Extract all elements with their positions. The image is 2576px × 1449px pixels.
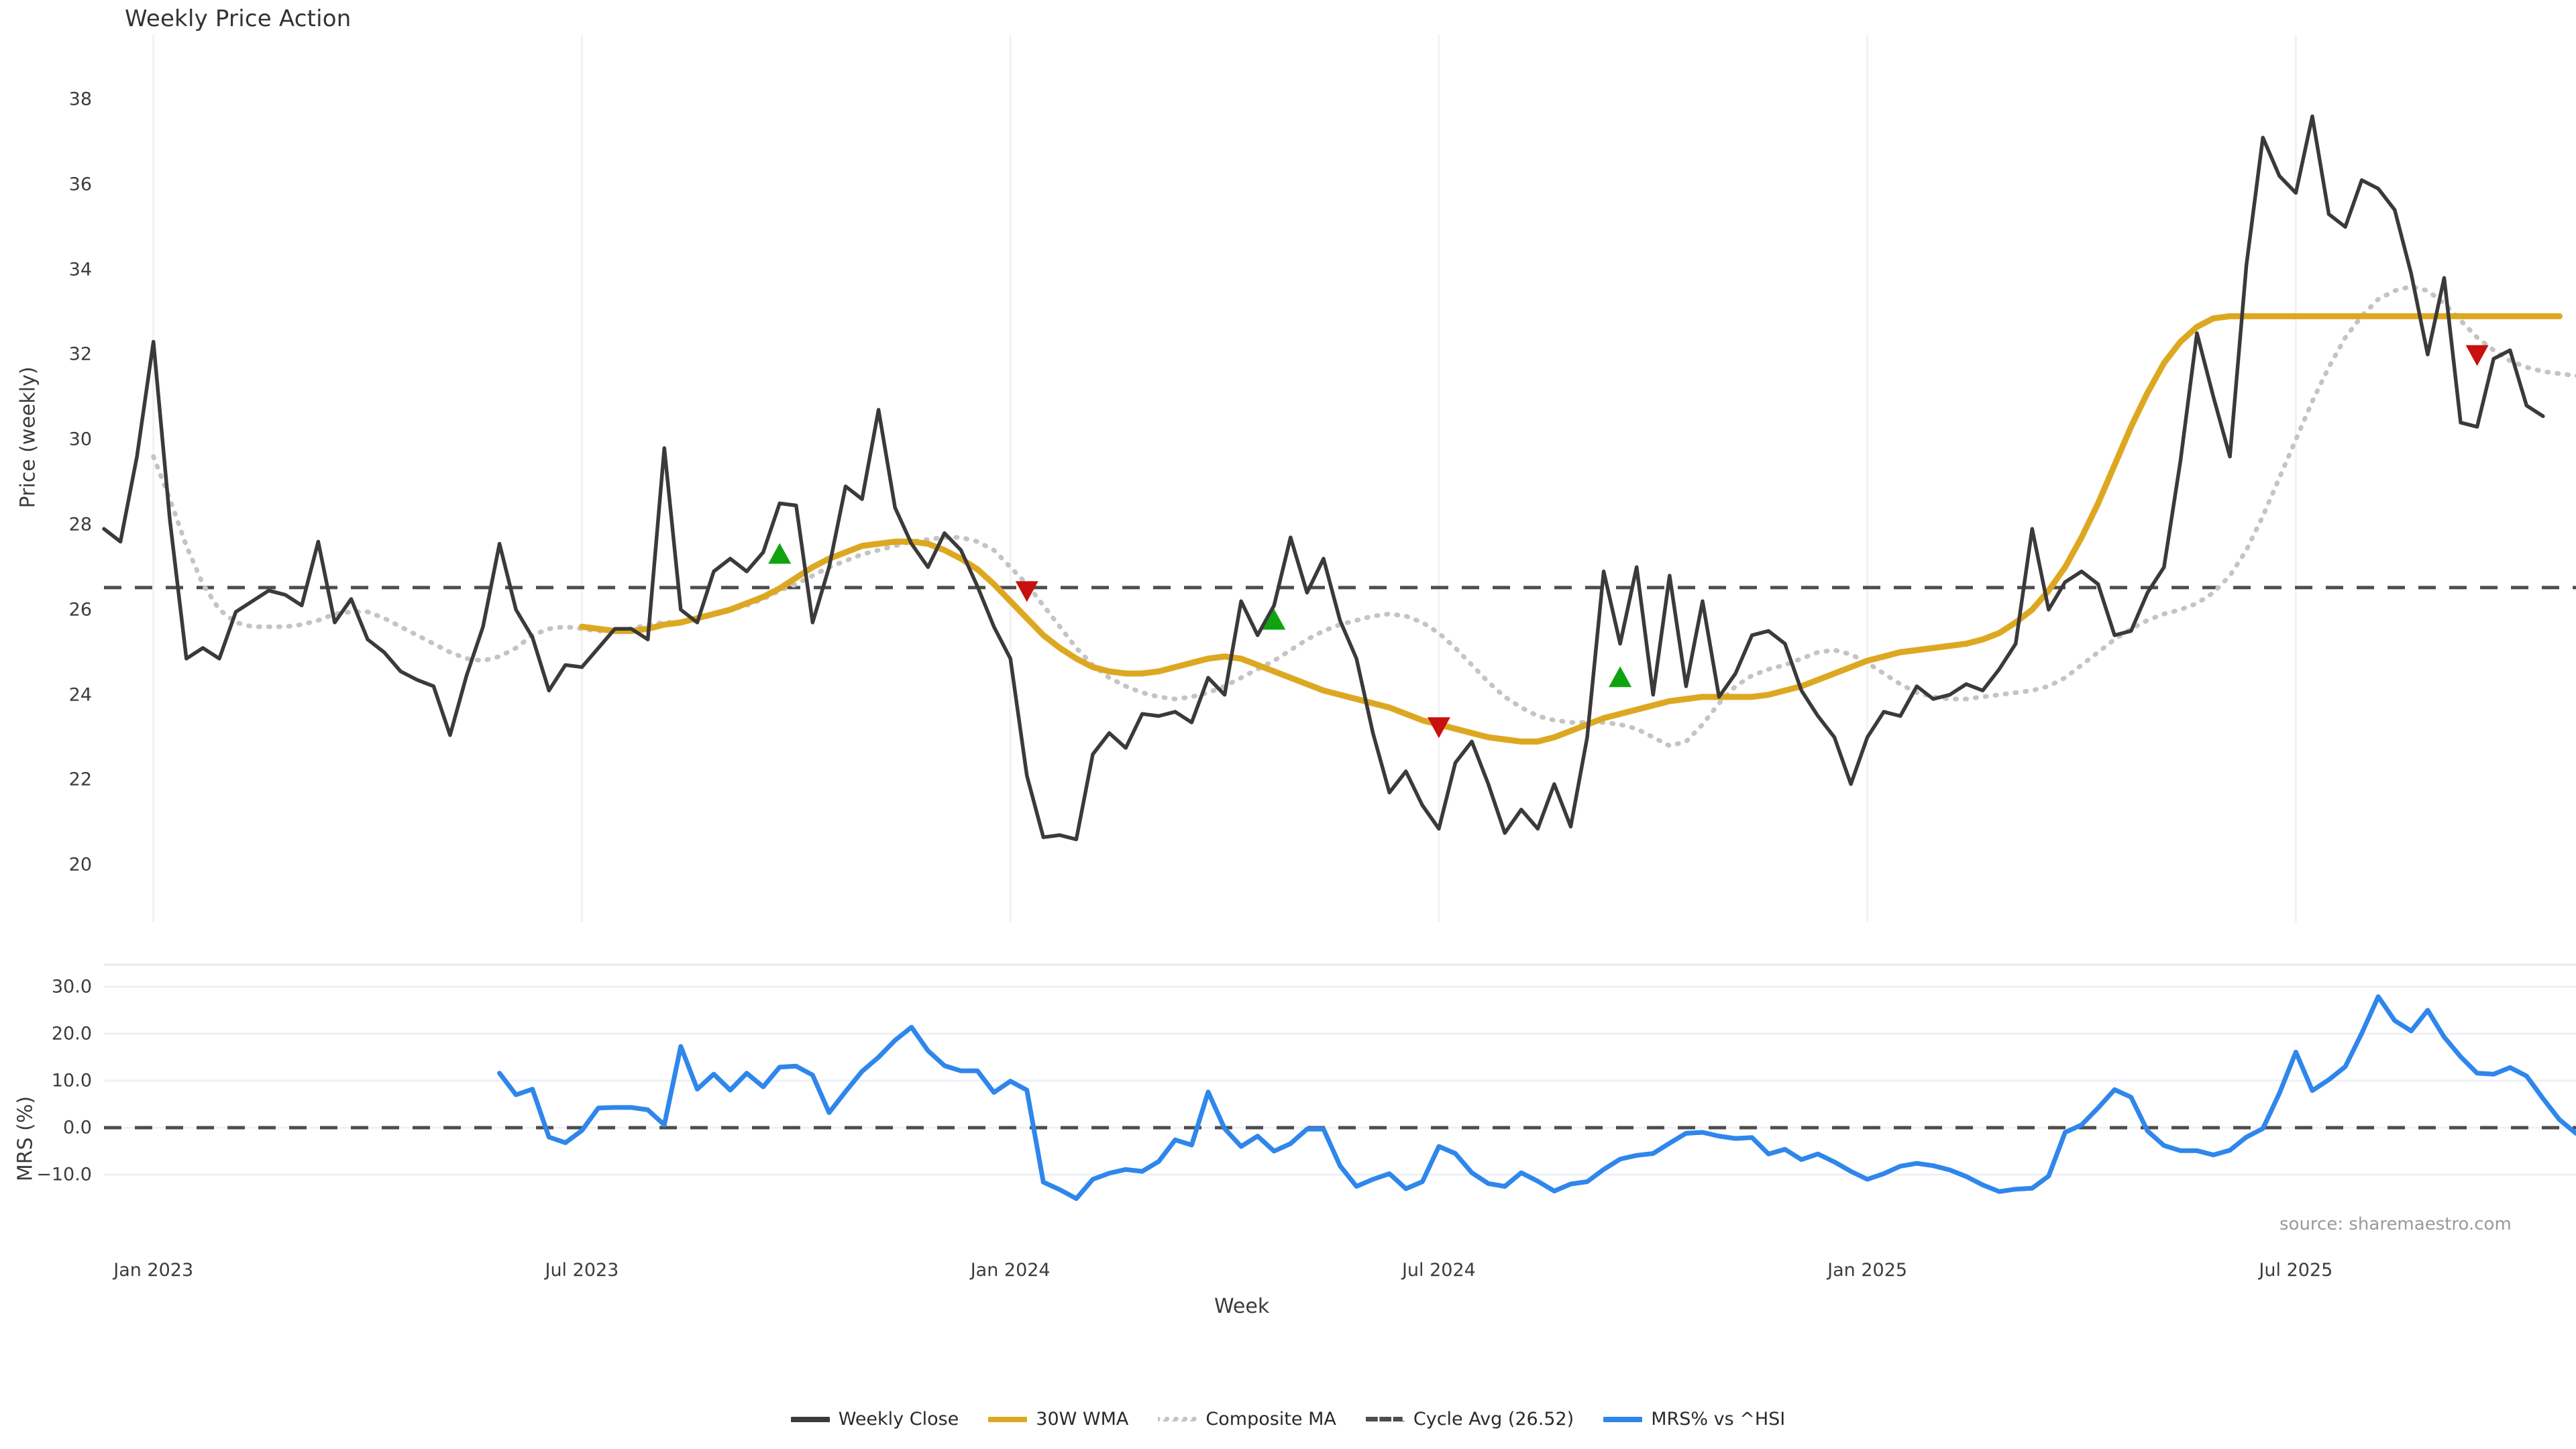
price-y-tick: 30 [68, 429, 92, 450]
price-y-tick: 26 [68, 599, 92, 621]
legend-swatch-icon [1603, 1416, 1643, 1422]
mrs-y-tick: 10.0 [51, 1070, 92, 1091]
price-plot [102, 35, 2576, 922]
legend-label: Weekly Close [838, 1409, 959, 1430]
x-axis-label: Week [1214, 1295, 1270, 1318]
x-axis-tick: Jan 2023 [113, 1260, 194, 1281]
legend-item[interactable]: 30W WMA [988, 1409, 1128, 1430]
price-y-tick: 28 [68, 514, 92, 535]
price-y-tick: 20 [68, 854, 92, 875]
legend-item[interactable]: MRS% vs ^HSI [1603, 1409, 1785, 1430]
legend-item[interactable]: Composite MA [1158, 1409, 1336, 1430]
source-attribution: source: sharemaestro.com [2279, 1214, 2512, 1234]
weekly-close-line [102, 114, 2545, 841]
x-axis-tick: Jul 2024 [1401, 1260, 1476, 1281]
mrs-y-tick: 20.0 [51, 1023, 92, 1044]
mrs-chart-panel: −10.0 0.0 10.0 20.0 30.0 [0, 939, 2576, 1261]
legend-swatch-icon [1365, 1417, 1405, 1421]
x-axis-tick: Jul 2023 [545, 1260, 619, 1281]
sell-marker-icon [2465, 345, 2489, 366]
x-axis-tick: Jul 2025 [2259, 1260, 2333, 1281]
mrs-line [497, 994, 2576, 1201]
sell-marker-icon [1427, 717, 1450, 739]
wma-line [578, 313, 2563, 745]
mrs-y-tick: 30.0 [51, 976, 92, 998]
price-y-tick: 22 [68, 769, 92, 790]
price-y-tick: 24 [68, 684, 92, 706]
buy-marker-icon [1263, 608, 1286, 630]
legend-item[interactable]: Cycle Avg (26.52) [1365, 1409, 1574, 1430]
sell-marker-icon [1015, 581, 1038, 602]
price-y-tick: 34 [68, 259, 92, 280]
chart-legend: Weekly Close 30W WMA Composite MA Cycle Avg… [0, 1409, 2576, 1430]
x-axis-tick: Jan 2024 [970, 1260, 1051, 1281]
legend-swatch-icon [988, 1416, 1028, 1422]
price-axis-label: Price (weekly) [16, 366, 40, 508]
legend-label: 30W WMA [1036, 1409, 1129, 1430]
mrs-plot [104, 963, 2576, 1201]
legend-label: MRS% vs ^HSI [1651, 1409, 1786, 1430]
mrs-y-tick: 0.0 [63, 1117, 92, 1138]
composite-ma-line [151, 284, 2576, 749]
legend-swatch-icon [1158, 1417, 1197, 1421]
price-chart-panel: 20 22 24 26 28 30 32 34 36 38 [68, 35, 2576, 922]
mrs-axis-label: MRS (%) [13, 1095, 38, 1182]
legend-item[interactable]: Weekly Close [790, 1409, 959, 1430]
x-axis-tick: Jan 2025 [1827, 1260, 1908, 1281]
price-y-tick: 38 [68, 89, 92, 110]
legend-label: Cycle Avg (26.52) [1413, 1409, 1574, 1430]
page-title: Weekly Price Action [125, 5, 352, 32]
legend-label: Composite MA [1205, 1409, 1336, 1430]
buy-marker-icon [1609, 666, 1632, 688]
price-y-tick: 32 [68, 343, 92, 365]
legend-swatch-icon [790, 1416, 830, 1422]
mrs-y-tick: −10.0 [36, 1164, 92, 1185]
buy-marker-icon [768, 543, 792, 564]
price-y-tick: 36 [68, 174, 92, 195]
